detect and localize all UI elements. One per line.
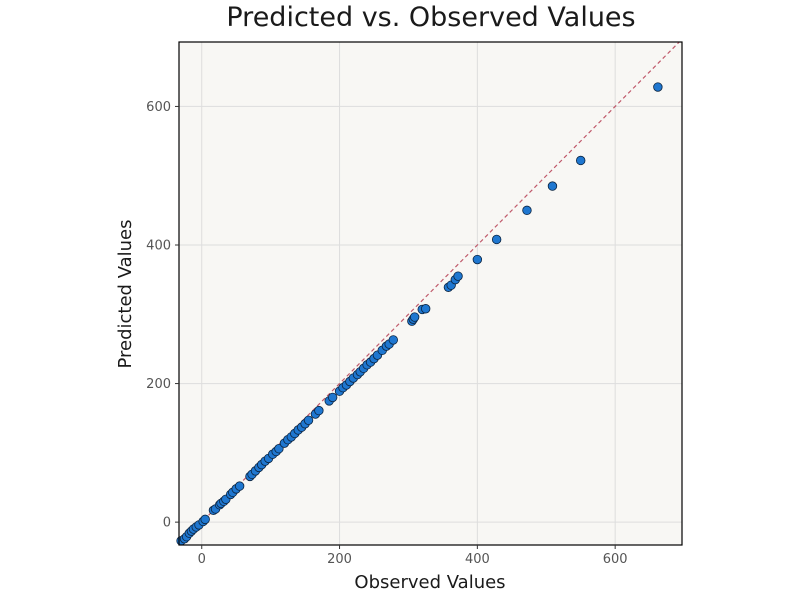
data-point: [388, 335, 398, 345]
data-point: [453, 271, 463, 281]
plot-border: [178, 41, 683, 546]
data-point: [491, 234, 502, 245]
y-tick-label: 600: [146, 100, 171, 115]
data-points: [176, 82, 663, 546]
reference-line: [178, 41, 680, 546]
data-point: [409, 312, 420, 322]
data-point: [303, 415, 314, 425]
data-point: [274, 443, 284, 454]
data-point: [327, 392, 338, 403]
x-axis-title: Observed Values: [354, 572, 505, 593]
x-axis-ticks: 0 200 400 600: [198, 545, 628, 567]
x-tick-label: 400: [465, 552, 490, 567]
grid-lines: [179, 42, 682, 545]
y-tick-label: 0: [163, 516, 171, 531]
data-point: [653, 82, 663, 92]
y-tick-label: 200: [146, 377, 171, 392]
data-point: [200, 514, 210, 525]
chart-title: Predicted vs. Observed Values: [226, 2, 636, 33]
x-tick-label: 600: [603, 552, 628, 567]
y-axis-title: Predicted Values: [115, 219, 136, 368]
y-axis-ticks: 0 200 400 600: [146, 100, 179, 531]
data-point: [472, 254, 483, 265]
y-tick-label: 400: [146, 239, 171, 254]
x-tick-label: 0: [198, 552, 206, 567]
data-point: [576, 155, 586, 166]
data-point: [522, 205, 532, 216]
data-point: [234, 481, 245, 491]
data-point: [314, 405, 324, 416]
data-point: [547, 181, 558, 191]
x-tick-label: 200: [327, 552, 352, 567]
data-point: [420, 304, 431, 314]
